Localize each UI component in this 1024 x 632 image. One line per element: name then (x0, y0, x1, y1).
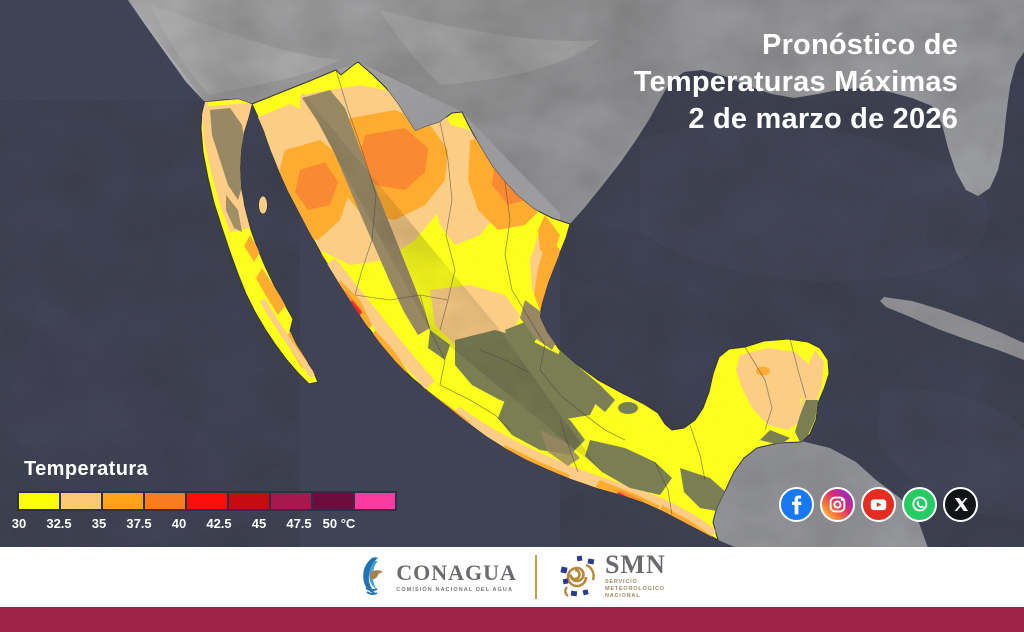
conagua-tagline: COMISIÓN NACIONAL DEL AGUA (396, 586, 514, 593)
legend-label-47.5: 47.5 (286, 516, 312, 531)
footer-accent-bar (0, 607, 1024, 632)
smn-logo: SMN SERVICIO METEOROLÓGICO NACIONAL (555, 550, 666, 600)
temperature-legend: Temperatura 30 32.5 35 37.5 40 42.5 45 47.5 50 °… (12, 458, 399, 532)
conagua-wordmark: CONAGUA (396, 559, 517, 585)
legend-swatch-40 (185, 491, 229, 511)
mexico-temperature-map (0, 0, 1024, 548)
whatsapp-icon[interactable] (902, 487, 937, 522)
title-line-2: Temperaturas Máximas (633, 66, 958, 98)
legend-label-42.5: 42.5 (206, 516, 232, 531)
legend-swatch-42.5 (227, 491, 271, 511)
legend-swatch-35 (101, 491, 145, 511)
legend-swatch-50 (353, 491, 397, 511)
conagua-logo: CONAGUA COMISIÓN NACIONAL DEL AGUA (358, 555, 517, 599)
legend-swatch-30 (17, 491, 61, 511)
legend-swatch-47.5 (311, 491, 355, 511)
legend-label-45: 45 (251, 516, 267, 531)
smn-wordmark: SMN (604, 550, 666, 579)
instagram-icon[interactable] (820, 487, 855, 522)
smn-tagline-line1: SERVICIO (604, 579, 638, 585)
legend-scale-labels: 30 32.5 35 37.5 40 42.5 45 47.5 50 °C (12, 516, 399, 532)
legend-label-40: 40 (171, 516, 187, 531)
x-icon[interactable] (943, 487, 978, 522)
footer-divider (534, 555, 537, 599)
smn-spiral-icon (560, 555, 595, 597)
legend-swatch-32.5 (59, 491, 103, 511)
title-line-3: 2 de marzo de 2026 (688, 103, 958, 135)
facebook-icon[interactable] (779, 487, 814, 522)
map-grain (0, 0, 1024, 548)
legend-color-bar (17, 491, 399, 511)
title-line-1: Pronóstico de (762, 29, 958, 61)
legend-title: Temperatura (24, 458, 149, 480)
legend-label-50: 50 °C (322, 516, 356, 531)
legend-swatch-45 (269, 491, 313, 511)
youtube-icon[interactable] (861, 487, 896, 522)
conagua-eagle-icon (363, 557, 384, 595)
legend-swatch-37.5 (143, 491, 187, 511)
smn-tagline-line2: METEOROLÓGICO (604, 586, 665, 592)
legend-label-30: 30 (11, 516, 27, 531)
footer-logos-band: CONAGUA COMISIÓN NACIONAL DEL AGUA (0, 547, 1024, 607)
forecast-title: Pronóstico de Temperaturas Máximas 2 de … (634, 27, 958, 138)
legend-label-37.5: 37.5 (126, 516, 152, 531)
legend-label-32.5: 32.5 (46, 516, 72, 531)
smn-tagline-line3: NACIONAL (604, 593, 641, 599)
legend-label-35: 35 (91, 516, 107, 531)
social-links (779, 487, 978, 522)
